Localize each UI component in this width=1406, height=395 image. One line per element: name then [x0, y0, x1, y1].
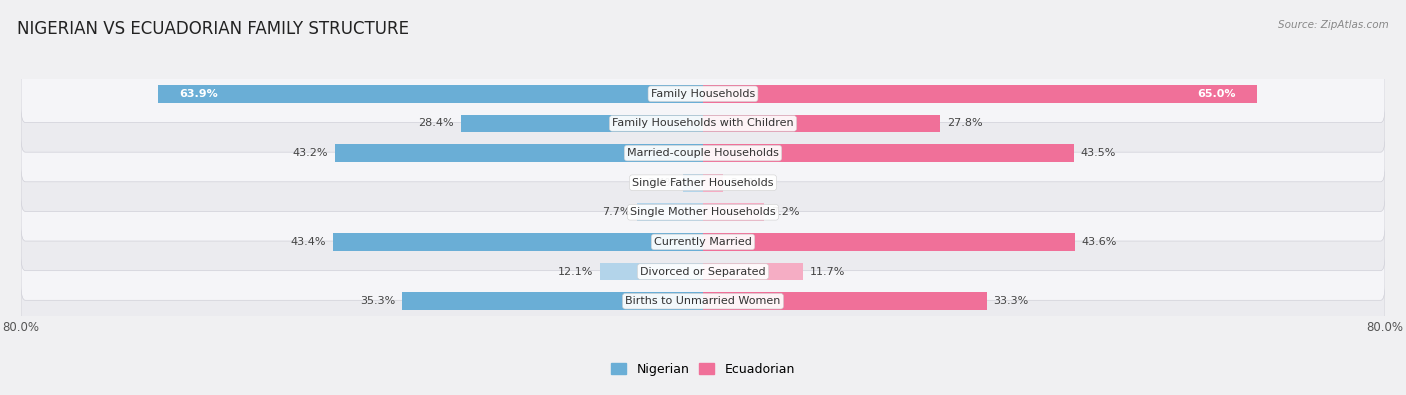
Text: Currently Married: Currently Married: [654, 237, 752, 247]
Text: Births to Unmarried Women: Births to Unmarried Women: [626, 296, 780, 306]
FancyBboxPatch shape: [21, 184, 1385, 241]
Bar: [703, 203, 765, 221]
Text: Source: ZipAtlas.com: Source: ZipAtlas.com: [1278, 20, 1389, 30]
Text: 43.4%: 43.4%: [291, 237, 326, 247]
Text: 2.4%: 2.4%: [730, 178, 759, 188]
Text: 65.0%: 65.0%: [1198, 89, 1236, 99]
Text: 27.8%: 27.8%: [946, 118, 983, 128]
FancyBboxPatch shape: [21, 124, 1385, 182]
Bar: [703, 85, 1257, 103]
Bar: [703, 233, 1074, 251]
FancyBboxPatch shape: [21, 243, 1385, 300]
Text: 2.4%: 2.4%: [647, 178, 676, 188]
Bar: [703, 144, 1074, 162]
Text: 11.7%: 11.7%: [810, 267, 845, 276]
Bar: [682, 174, 703, 192]
Text: Divorced or Separated: Divorced or Separated: [640, 267, 766, 276]
Text: 7.2%: 7.2%: [772, 207, 800, 217]
FancyBboxPatch shape: [21, 95, 1385, 152]
Text: Single Father Households: Single Father Households: [633, 178, 773, 188]
Text: Married-couple Households: Married-couple Households: [627, 148, 779, 158]
Bar: [333, 233, 703, 251]
Text: Single Mother Households: Single Mother Households: [630, 207, 776, 217]
Bar: [402, 292, 703, 310]
Bar: [703, 292, 987, 310]
Bar: [703, 174, 724, 192]
Bar: [159, 85, 703, 103]
Text: 7.7%: 7.7%: [602, 207, 630, 217]
Bar: [461, 115, 703, 132]
Legend: Nigerian, Ecuadorian: Nigerian, Ecuadorian: [606, 358, 800, 381]
Text: Family Households with Children: Family Households with Children: [612, 118, 794, 128]
Bar: [600, 263, 703, 280]
Text: 43.5%: 43.5%: [1081, 148, 1116, 158]
Text: 63.9%: 63.9%: [180, 89, 218, 99]
Bar: [637, 203, 703, 221]
Text: 33.3%: 33.3%: [994, 296, 1029, 306]
FancyBboxPatch shape: [21, 65, 1385, 122]
Text: 12.1%: 12.1%: [558, 267, 593, 276]
Text: 35.3%: 35.3%: [360, 296, 395, 306]
Text: 43.6%: 43.6%: [1081, 237, 1116, 247]
Text: NIGERIAN VS ECUADORIAN FAMILY STRUCTURE: NIGERIAN VS ECUADORIAN FAMILY STRUCTURE: [17, 20, 409, 38]
FancyBboxPatch shape: [21, 154, 1385, 211]
Bar: [703, 263, 803, 280]
FancyBboxPatch shape: [21, 273, 1385, 330]
Bar: [335, 144, 703, 162]
Text: 43.2%: 43.2%: [292, 148, 328, 158]
Bar: [703, 115, 941, 132]
FancyBboxPatch shape: [21, 213, 1385, 271]
Text: 28.4%: 28.4%: [419, 118, 454, 128]
Text: Family Households: Family Households: [651, 89, 755, 99]
